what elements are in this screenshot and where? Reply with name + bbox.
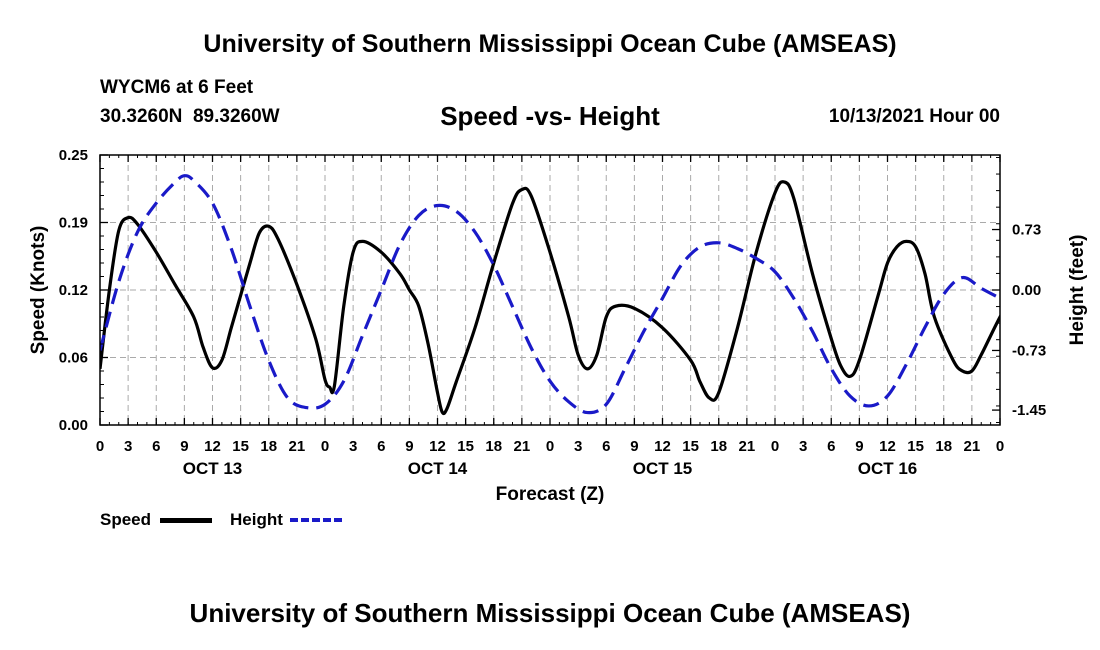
x-tick-label: 21: [964, 438, 981, 455]
y2-tick-label: 0.00: [1012, 282, 1041, 299]
legend-speed-label: Speed: [100, 510, 152, 529]
x-tick-label: 15: [232, 438, 249, 455]
x-tick-label: 18: [710, 438, 727, 455]
x-tick-label: 0: [771, 438, 779, 455]
x-tick-label: 15: [682, 438, 699, 455]
x-tick-label: 6: [827, 438, 835, 455]
x-tick-label: 12: [879, 438, 896, 455]
x-tick-label: 3: [574, 438, 582, 455]
y-tick-label: 0.25: [59, 147, 88, 164]
x-tick-label: 9: [405, 438, 413, 455]
x-tick-label: 12: [429, 438, 446, 455]
x-tick-label: 3: [124, 438, 132, 455]
x-tick-label: 18: [935, 438, 952, 455]
axis-labels: 0 3 6 9 12 15 18 21 0 3 6 9 12 15 18 21 0 3 6 9 12 15 18 21 0 3 6 9…: [59, 147, 1046, 478]
series-line-height: [100, 174, 1000, 415]
x-tick-label: 0: [546, 438, 554, 455]
chart-title: Speed -vs- Height: [440, 101, 660, 131]
x-tick-label: 9: [855, 438, 863, 455]
x-axis-title: Forecast (Z): [496, 484, 605, 505]
x-tick-label: 18: [260, 438, 277, 455]
x-tick-label: 15: [457, 438, 474, 455]
y-tick-label: 0.06: [59, 350, 88, 367]
y2-tick-label: -1.45: [1012, 402, 1046, 419]
axis-ticks: [99, 154, 1001, 426]
x-tick-label: 12: [654, 438, 671, 455]
y2-tick-label: 0.73: [1012, 222, 1041, 239]
x-tick-label: 0: [321, 438, 329, 455]
x-tick-label: 21: [739, 438, 756, 455]
y-tick-label: 0.19: [59, 215, 88, 232]
x-tick-label: 6: [602, 438, 610, 455]
x-tick-label: 9: [630, 438, 638, 455]
legend-height-label: Height: [230, 510, 283, 529]
series-line-speed: [100, 180, 1000, 416]
y-tick-label: 0.12: [59, 282, 88, 299]
legend-speed-swatch: [160, 518, 212, 523]
x-tick-label: 9: [180, 438, 188, 455]
x-tick-label: 21: [289, 438, 306, 455]
y-tick-label: 0.00: [59, 417, 88, 434]
x-tick-label: 3: [349, 438, 357, 455]
x-tick-label: 12: [204, 438, 221, 455]
series-layer: [100, 174, 1000, 416]
x-tick-label: 0: [996, 438, 1004, 455]
station-label: WYCM6 at 6 Feet: [100, 77, 254, 98]
y2-tick-label: -0.73: [1012, 342, 1046, 359]
x-tick-label: 21: [514, 438, 531, 455]
header-title: University of Southern Mississippi Ocean…: [203, 30, 897, 58]
day-label: OCT 14: [408, 459, 468, 478]
day-label: OCT 13: [183, 459, 243, 478]
datetime-label: 10/13/2021 Hour 00: [828, 106, 1000, 127]
x-tick-label: 6: [152, 438, 160, 455]
legend-height-swatch: [290, 518, 342, 522]
x-tick-label: 18: [485, 438, 502, 455]
grid: [100, 155, 1000, 425]
day-label: OCT 16: [858, 459, 918, 478]
x-tick-label: 0: [96, 438, 104, 455]
coordinates-label: 30.3260N 89.3260W: [100, 106, 280, 127]
y-axis-title: Speed (Knots): [28, 226, 49, 355]
day-label: OCT 15: [633, 459, 693, 478]
y2-axis-title: Height (feet): [1067, 235, 1088, 346]
x-tick-label: 15: [907, 438, 924, 455]
x-tick-label: 6: [377, 438, 385, 455]
x-tick-label: 3: [799, 438, 807, 455]
footer-title: University of Southern Mississippi Ocean…: [189, 598, 911, 628]
